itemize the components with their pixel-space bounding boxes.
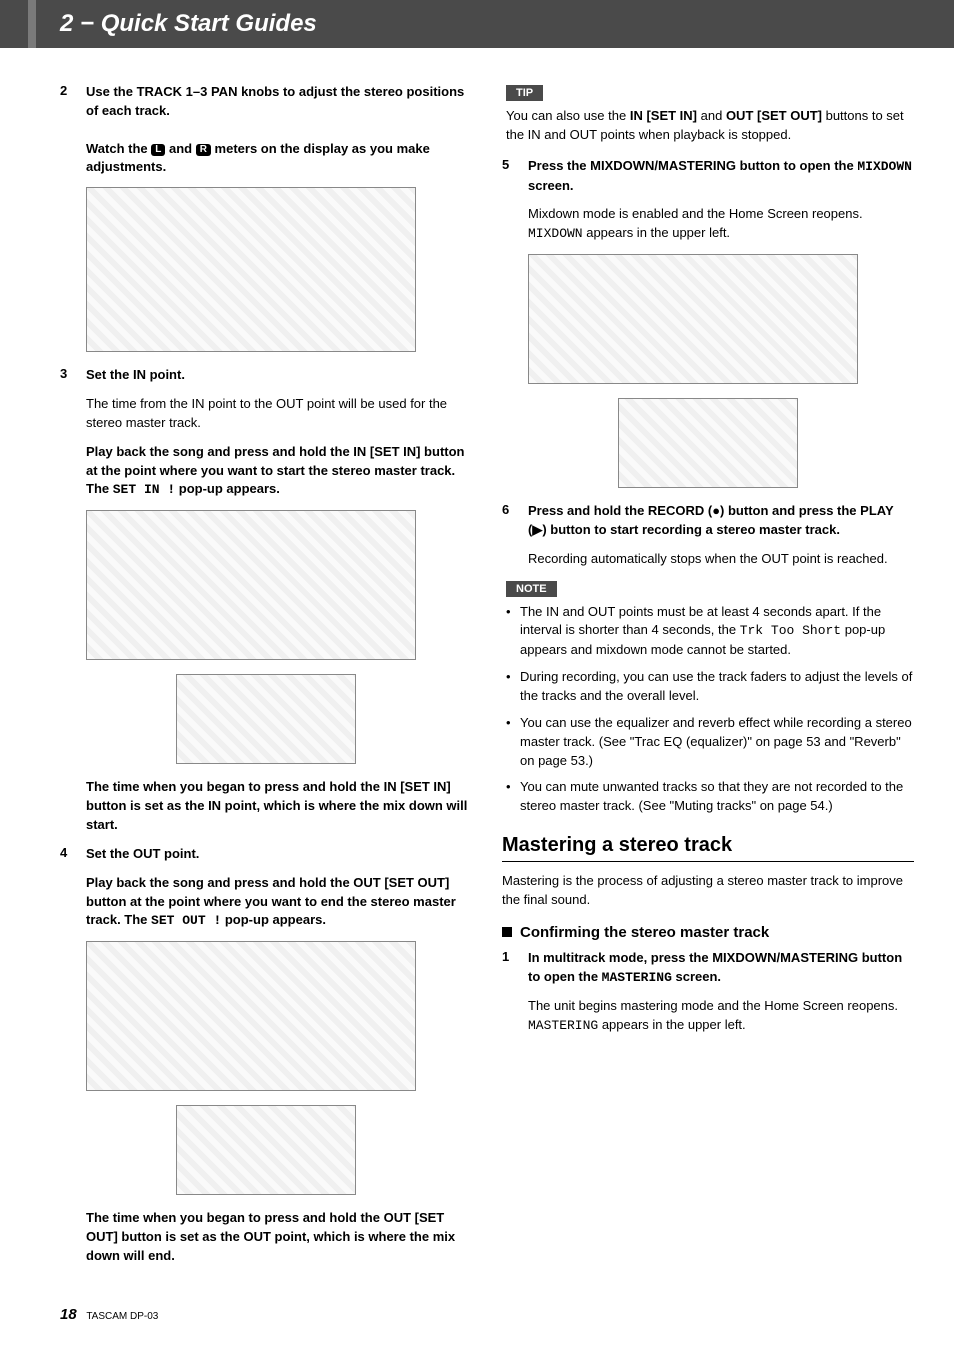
step2-line2b: and [165,141,195,156]
subsection-confirming: Confirming the stereo master track [502,924,914,941]
step4-body2: The time when you began to press and hol… [86,1209,472,1266]
page-number: 18 [60,1306,77,1323]
step-4: 4 Set the OUT point. [60,845,472,864]
mastering-step-1: 1 In multitrack mode, press the MIXDOWN/… [502,949,914,988]
section-mastering-intro: Mastering is the process of adjusting a … [502,872,914,910]
figure-transport-2 [86,941,416,1091]
figure-transport-1 [86,510,416,660]
tip-body: You can also use the IN [SET IN] and OUT… [506,107,914,145]
subsection-title: Confirming the stereo master track [520,924,769,941]
step4-heading: Set the OUT point. [86,846,199,861]
figure-control-panel-top [86,187,416,352]
step-body: In multitrack mode, press the MIXDOWN/MA… [528,949,914,988]
step-3: 3 Set the IN point. [60,366,472,385]
right-column: TIP You can also use the IN [SET IN] and… [502,83,914,1276]
step3-body3: The time when you began to press and hol… [86,778,472,835]
step5-body: Mixdown mode is enabled and the Home Scr… [528,205,914,244]
figure-control-panel-right [528,254,858,384]
subsection-bullet-icon [502,927,512,937]
step-number: 4 [60,845,74,864]
note-list: The IN and OUT points must be at least 4… [506,603,914,816]
step-5: 5 Press the MIXDOWN/MASTERING button to … [502,157,914,196]
figure-lcd-set-out [176,1105,356,1195]
note-item-2: During recording, you can use the track … [506,668,914,706]
step-number: 5 [502,157,516,196]
header-accent-tab [28,0,36,48]
chapter-title: 2 − Quick Start Guides [60,10,317,37]
tip-label: TIP [506,85,543,101]
step-body: Set the OUT point. [86,845,472,864]
step6-line: Press and hold the RECORD (●) button and… [528,502,914,540]
step-number: 1 [502,949,516,988]
r-meter-icon: R [196,144,211,156]
note-item-4: You can mute unwanted tracks so that the… [506,778,914,816]
left-column: 2 Use the TRACK 1–3 PAN knobs to adjust … [60,83,472,1276]
step3-heading: Set the IN point. [86,367,185,382]
chapter-header: 2 − Quick Start Guides [0,0,954,48]
step4-body1: Play back the song and press and hold th… [86,874,472,932]
product-name: TASCAM DP-03 [86,1311,158,1322]
step-number: 3 [60,366,74,385]
figure-lcd-mixdown [618,398,798,488]
step-body: Use the TRACK 1–3 PAN knobs to adjust th… [86,83,472,177]
mastering-step1-body: The unit begins mastering mode and the H… [528,997,914,1036]
step3-body1: The time from the IN point to the OUT po… [86,395,472,433]
step-body: Set the IN point. [86,366,472,385]
step-number: 6 [502,502,516,540]
page-footer: 18 TASCAM DP-03 [0,1296,954,1343]
figure-lcd-set-in [176,674,356,764]
step-2: 2 Use the TRACK 1–3 PAN knobs to adjust … [60,83,472,177]
section-mastering-title: Mastering a stereo track [502,834,914,862]
page-content: 2 Use the TRACK 1–3 PAN knobs to adjust … [0,48,954,1296]
l-meter-icon: L [151,144,165,156]
step-body: Press the MIXDOWN/MASTERING button to op… [528,157,914,196]
step-number: 2 [60,83,74,177]
note-label: NOTE [506,581,557,597]
step6-body: Recording automatically stops when the O… [528,550,914,569]
note-item-1: The IN and OUT points must be at least 4… [506,603,914,661]
note-item-3: You can use the equalizer and reverb eff… [506,714,914,771]
step3-body2: Play back the song and press and hold th… [86,443,472,501]
step2-line2a: Watch the [86,141,151,156]
step2-line1: Use the TRACK 1–3 PAN knobs to adjust th… [86,84,464,118]
step-6: 6 Press and hold the RECORD (●) button a… [502,502,914,540]
